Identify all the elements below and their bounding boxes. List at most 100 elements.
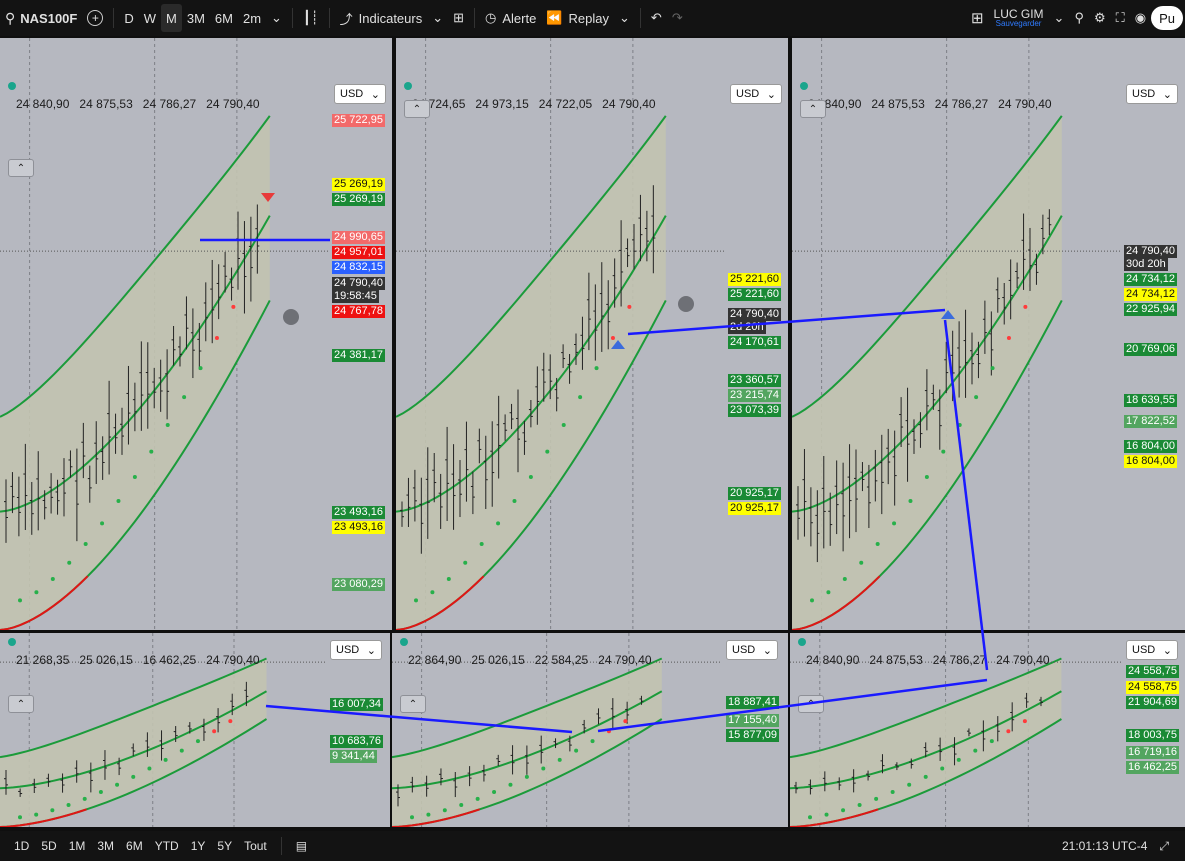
red-band-segment — [392, 808, 480, 827]
currency-select[interactable]: USD ⌄ — [726, 640, 778, 660]
compare-button[interactable]: + — [82, 4, 108, 32]
sar-dot — [561, 422, 566, 427]
currency-select[interactable]: USD ⌄ — [1126, 84, 1178, 104]
goto-date-button[interactable]: ▤ — [290, 839, 313, 853]
chart-panel-4[interactable]: 21 268,35 25 026,15 16 462,25 24 790,40 ⌃ USD… — [0, 633, 390, 827]
range-ytd[interactable]: YTD — [154, 839, 179, 853]
range-3m[interactable]: 3M — [97, 839, 115, 853]
tf-w[interactable]: W — [143, 10, 157, 26]
collapse-legend-button[interactable]: ⌃ — [400, 695, 426, 713]
sar-dot — [115, 782, 120, 787]
timeframe-dropdown[interactable]: ⌄ — [266, 4, 287, 32]
sar-dot — [541, 766, 546, 771]
sar-dot — [578, 395, 583, 400]
red-band-segment — [790, 808, 879, 827]
chart-type-button[interactable]: ┃┊ — [298, 4, 324, 32]
sar-dot — [989, 739, 994, 744]
range-5y[interactable]: 5Y — [217, 839, 233, 853]
chart-panel-5[interactable]: 22 864,90 25 026,15 22 584,25 24 790,40 ⌃ USD… — [392, 633, 788, 827]
publish-button[interactable]: Pu — [1151, 6, 1183, 30]
collapse-legend-button[interactable]: ⌃ — [800, 100, 826, 118]
alert-button[interactable]: ◷ Alerte — [480, 4, 541, 32]
collapse-legend-button[interactable]: ⌃ — [798, 695, 824, 713]
sar-dot — [924, 475, 929, 480]
channel-fill — [396, 115, 666, 630]
price-plot[interactable] — [790, 633, 1185, 827]
collapse-legend-button[interactable]: ⌃ — [8, 695, 34, 713]
upper-band — [0, 657, 267, 759]
price-plot[interactable] — [0, 38, 392, 630]
sar-dot — [974, 395, 979, 400]
ohlc-value: 24 790,40 — [998, 97, 1052, 111]
currency-select[interactable]: USD ⌄ — [1126, 640, 1178, 660]
price-label: 23 493,16 — [332, 506, 385, 519]
tf-3m[interactable]: 3M — [186, 10, 205, 26]
sar-dot — [459, 802, 464, 807]
collapse-legend-button[interactable]: ⌃ — [404, 100, 430, 118]
chart-panel-6[interactable]: 24 840,90 24 875,53 24 786,27 24 790,40 ⌃ USD… — [790, 633, 1185, 827]
chevron-up-icon: ⌃ — [808, 103, 818, 115]
tf-6m[interactable]: 6M — [214, 10, 233, 26]
chevron-down-icon: ⌄ — [766, 88, 776, 101]
price-label: 16 462,25 — [1126, 761, 1179, 774]
redo-button[interactable]: ↷ — [667, 4, 688, 32]
sar-dot — [508, 782, 513, 787]
chart-panel-2[interactable]: 24 724,65 24 973,15 24 722,05 24 790,40 ⌃ USD… — [396, 38, 788, 630]
price-label: 25 269,19 — [332, 193, 385, 206]
layout-button[interactable]: ⊞ — [966, 4, 989, 32]
price-label: 24 767,78 — [332, 305, 385, 318]
currency-select[interactable]: USD ⌄ — [730, 84, 782, 104]
sar-dot — [496, 521, 501, 526]
clock[interactable]: 21:01:13 UTC-4 — [1062, 839, 1148, 853]
range-1m[interactable]: 1M — [68, 839, 86, 853]
divider — [113, 8, 115, 28]
chart-panel-3[interactable]: 24 840,90 24 875,53 24 786,27 24 790,40 ⌃ USD… — [792, 38, 1185, 630]
save-layout-button[interactable]: LUC GIM Sauvegarder — [989, 4, 1049, 32]
replay-button[interactable]: ⏪ Replay ⌄ — [541, 4, 635, 32]
quick-search-button[interactable]: ⚲ — [1069, 4, 1089, 32]
sar-dot — [492, 790, 497, 795]
sar-dot — [528, 475, 533, 480]
snapshot-button[interactable]: ◉ — [1130, 4, 1151, 32]
sar-dot — [842, 577, 847, 582]
range-1d[interactable]: 1D — [14, 839, 30, 853]
sar-dot — [479, 542, 484, 547]
price-plot[interactable] — [792, 38, 1185, 630]
currency-label: USD — [340, 88, 364, 100]
range-6m[interactable]: 6M — [126, 839, 143, 853]
indicators-button[interactable]: ⤴ Indicateurs ⌄ — [335, 4, 449, 32]
tf-m[interactable]: M — [161, 4, 182, 32]
undo-button[interactable]: ↶ — [646, 4, 667, 32]
ohlc-value: 24 973,15 — [475, 97, 529, 111]
symbol-search[interactable]: ⚲ NAS100F — [0, 4, 82, 32]
chevron-down-icon: ⌄ — [366, 644, 376, 657]
currency-select[interactable]: USD ⌄ — [334, 84, 386, 104]
sar-dot — [34, 590, 39, 595]
price-label: 16 804,00 — [1124, 455, 1177, 468]
price-label: 25 269,19 — [332, 178, 385, 191]
range-all[interactable]: Tout — [244, 839, 267, 853]
currency-select[interactable]: USD ⌄ — [330, 640, 382, 660]
layout-dropdown[interactable]: ⌄ — [1049, 4, 1070, 32]
status-dot — [798, 638, 806, 646]
collapse-legend-button[interactable]: ⌃ — [8, 159, 34, 177]
publish-label: Pu — [1159, 10, 1175, 26]
sar-dot — [18, 598, 22, 603]
settings-button[interactable]: ⚙ — [1089, 4, 1111, 32]
templates-button[interactable]: ⊞ — [448, 4, 469, 32]
price-label: 15 877,09 — [726, 729, 779, 742]
price-plot[interactable] — [0, 633, 390, 827]
sar-dot — [990, 366, 995, 371]
chart-panel-1[interactable]: 24 840,90 24 875,53 24 786,27 24 790,40 ⌃ USD… — [0, 38, 392, 630]
red-band-segment — [792, 575, 881, 630]
range-1y[interactable]: 1Y — [190, 839, 206, 853]
price-label: 25 221,60 — [728, 273, 781, 286]
range-5d[interactable]: 5D — [41, 839, 57, 853]
sar-dot — [165, 422, 170, 427]
tf-d[interactable]: D — [124, 10, 134, 26]
maximize-button[interactable]: ⤢ — [1153, 839, 1175, 854]
price-plot[interactable] — [396, 38, 788, 630]
camera-icon: ◉ — [1134, 10, 1147, 25]
fullscreen-button[interactable]: ⛶ — [1111, 4, 1130, 32]
tf-2m[interactable]: 2m — [242, 10, 262, 26]
